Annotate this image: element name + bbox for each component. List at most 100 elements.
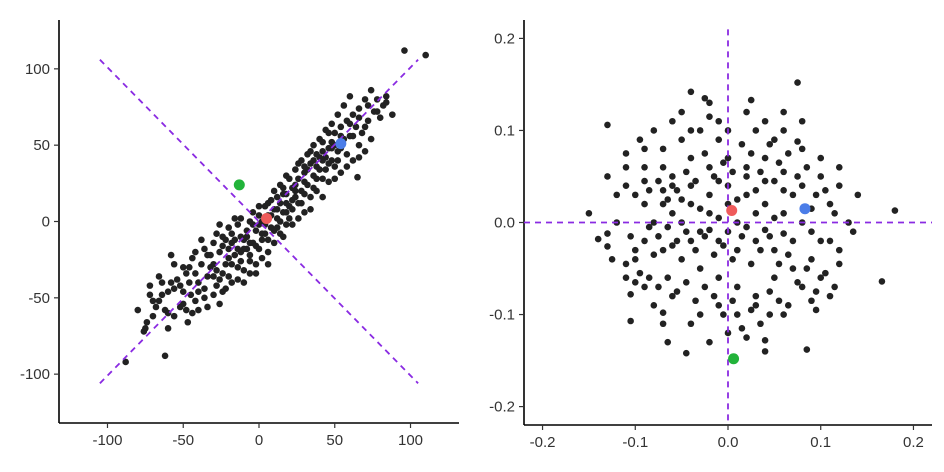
data-point (622, 182, 630, 189)
data-point (687, 237, 695, 245)
data-point (803, 265, 811, 272)
data-point (182, 306, 190, 314)
data-point (255, 212, 263, 219)
data-point (659, 320, 667, 328)
data-point (743, 223, 750, 231)
data-point (817, 237, 825, 245)
data-point (237, 248, 245, 256)
data-point (729, 297, 736, 305)
x-tick-label: 50 (326, 432, 343, 449)
data-point (184, 318, 192, 326)
data-point (622, 163, 630, 171)
data-point (803, 346, 811, 353)
data-point (192, 297, 199, 305)
data-point (757, 320, 764, 328)
data-point (240, 279, 248, 286)
data-point (364, 117, 372, 125)
data-point (155, 297, 163, 305)
data-point (673, 288, 681, 295)
data-point (222, 285, 229, 292)
data-point (729, 168, 736, 176)
data-point (710, 173, 718, 180)
data-point (328, 120, 336, 128)
data-point (310, 141, 317, 149)
data-point (747, 260, 755, 268)
data-point (692, 246, 699, 254)
data-point (747, 306, 755, 314)
data-point (692, 177, 699, 185)
data-point (164, 288, 172, 296)
y-tick-label: -0.2 (489, 399, 515, 416)
data-point (780, 127, 787, 134)
data-point (258, 236, 266, 244)
data-point (273, 193, 281, 201)
data-point (682, 279, 690, 286)
data-point (757, 168, 764, 176)
data-point (261, 230, 269, 238)
data-point (627, 317, 634, 325)
data-point (301, 178, 308, 186)
data-point (771, 246, 778, 254)
data-point (270, 239, 278, 247)
data-point (310, 184, 317, 192)
data-point (354, 173, 361, 181)
data-point (622, 274, 630, 282)
data-point (835, 182, 843, 189)
data-point (279, 233, 287, 241)
data-point (673, 186, 681, 194)
data-point (641, 237, 648, 245)
data-point (775, 297, 783, 305)
data-point (701, 283, 709, 291)
data-point (192, 248, 199, 256)
data-point (225, 273, 232, 280)
data-point (364, 102, 372, 109)
data-point (295, 160, 302, 167)
data-point (645, 223, 653, 231)
data-point (367, 135, 375, 143)
data-point (322, 166, 329, 173)
data-point (761, 226, 769, 234)
data-point (650, 127, 658, 134)
data-point (891, 207, 899, 214)
highlight-point (261, 212, 273, 224)
data-point (222, 260, 229, 268)
data-point (276, 218, 284, 225)
y-tick-label: 0.2 (494, 30, 515, 47)
data-point (650, 219, 658, 226)
data-point (766, 140, 774, 148)
data-point (179, 263, 187, 271)
data-point (622, 260, 630, 268)
data-point (664, 338, 672, 346)
data-point (295, 175, 302, 183)
data-point (252, 260, 260, 268)
data-point (669, 209, 676, 217)
data-point (831, 283, 838, 291)
data-point (766, 311, 774, 318)
data-point (228, 279, 236, 286)
data-point (608, 256, 616, 263)
data-point (720, 159, 727, 166)
data-point (246, 251, 254, 259)
data-point (752, 237, 760, 245)
data-point (664, 223, 672, 231)
data-point (343, 163, 351, 170)
data-point (706, 163, 713, 171)
data-point (747, 96, 755, 104)
data-point (179, 300, 187, 308)
x-tick-label: 100 (398, 432, 423, 449)
data-point (298, 199, 305, 207)
data-point (733, 196, 741, 203)
data-point (340, 102, 348, 109)
data-point (319, 157, 326, 164)
data-point (376, 114, 384, 121)
data-point (636, 269, 644, 277)
data-point (158, 291, 166, 299)
data-point (585, 209, 593, 217)
x-tick-label: -0.1 (622, 434, 648, 451)
data-point (743, 334, 750, 341)
data-point (134, 306, 142, 314)
data-point (594, 235, 602, 243)
data-point (794, 79, 801, 86)
data-point (201, 245, 208, 253)
data-point (817, 173, 825, 180)
